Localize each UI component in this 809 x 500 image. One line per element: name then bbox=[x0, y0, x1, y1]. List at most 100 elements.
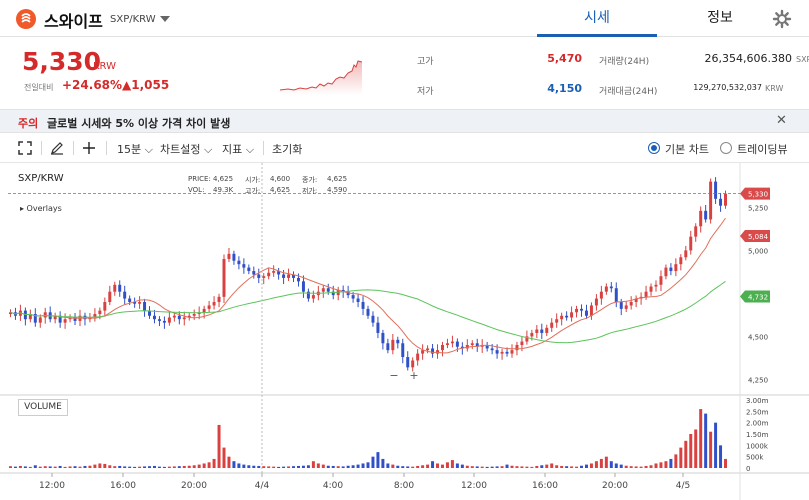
candle-body bbox=[604, 286, 608, 292]
coin-select-caret-icon[interactable] bbox=[160, 16, 170, 22]
candle-body bbox=[386, 343, 390, 351]
price-chart[interactable]: 5,2505,0004,7504,5004,2503.00m2.50m2.00m… bbox=[0, 163, 809, 500]
candle-body bbox=[98, 310, 102, 315]
candle-body bbox=[128, 298, 132, 302]
candle-body bbox=[227, 253, 231, 259]
fullscreen-icon[interactable] bbox=[18, 141, 32, 155]
volume-bar bbox=[162, 466, 166, 468]
candle-body bbox=[212, 302, 216, 306]
zoom-out-button[interactable]: − bbox=[389, 369, 399, 382]
chart-settings-label: 차트설정 bbox=[160, 143, 201, 156]
tab-quote[interactable]: 시세 bbox=[537, 0, 657, 37]
close-icon[interactable]: ✕ bbox=[776, 113, 787, 128]
volume-bar bbox=[316, 463, 320, 468]
candle-body bbox=[575, 308, 579, 313]
tab-info[interactable]: 정보 bbox=[707, 10, 733, 26]
candle-body bbox=[361, 302, 365, 309]
ohlc-price: 4,625 bbox=[213, 175, 234, 183]
candle-body bbox=[535, 329, 539, 333]
volume-bar bbox=[292, 466, 296, 468]
candle-body bbox=[152, 315, 156, 320]
volume-bar bbox=[18, 465, 22, 468]
volume-bar bbox=[421, 465, 425, 468]
crosshair-icon[interactable] bbox=[82, 141, 96, 155]
indicators-select[interactable]: 지표 ⌵ bbox=[222, 143, 255, 156]
candle-body bbox=[505, 351, 509, 354]
candle-body bbox=[545, 327, 549, 333]
candle-body bbox=[629, 302, 633, 306]
volume-bar bbox=[301, 465, 305, 468]
basic-chart-radio[interactable] bbox=[648, 142, 660, 154]
candle-body bbox=[431, 348, 435, 354]
candle-body bbox=[689, 236, 693, 251]
low-value: 4,150 bbox=[547, 82, 582, 95]
volume-bar bbox=[654, 463, 658, 468]
price-sparkline bbox=[280, 60, 362, 95]
volume-bar bbox=[540, 465, 544, 468]
current-price: 5,330 bbox=[22, 47, 102, 76]
volume-bar bbox=[63, 466, 67, 468]
volume-bar bbox=[212, 458, 216, 468]
volume-bar bbox=[123, 466, 127, 468]
candle-body bbox=[719, 198, 723, 206]
volume-bar bbox=[580, 465, 584, 468]
candle-body bbox=[282, 274, 286, 278]
candle-body bbox=[614, 288, 618, 302]
volume-bar bbox=[699, 409, 703, 468]
time-axis-label: 20:00 bbox=[602, 481, 628, 491]
candle-body bbox=[162, 320, 166, 323]
toolbar-divider bbox=[41, 141, 42, 155]
price-axis-label: 5,000 bbox=[748, 247, 768, 255]
volume-bar bbox=[684, 440, 688, 468]
volume-bar bbox=[490, 466, 494, 468]
volume-bar bbox=[222, 447, 226, 468]
chart-toolbar: 15분 ⌵ 차트설정 ⌵ 지표 ⌵ 초기화 기본 차트 트레이딩뷰 bbox=[0, 133, 809, 163]
volume-bar bbox=[659, 462, 663, 468]
notice-text: 글로벌 시세와 5% 이상 가격 차이 발생 bbox=[47, 117, 231, 130]
candle-body bbox=[222, 259, 226, 297]
volume-bar bbox=[13, 466, 17, 468]
volume-bar bbox=[311, 461, 315, 468]
basic-chart-label[interactable]: 기본 차트 bbox=[665, 143, 709, 156]
zoom-in-button[interactable]: + bbox=[409, 369, 419, 382]
tradingview-radio[interactable] bbox=[720, 142, 732, 154]
chart-settings-select[interactable]: 차트설정 ⌵ bbox=[160, 143, 213, 156]
volume-bar bbox=[361, 463, 365, 468]
tradingview-label[interactable]: 트레이딩뷰 bbox=[737, 143, 788, 156]
pencil-icon[interactable] bbox=[50, 141, 64, 155]
volume-bar bbox=[450, 460, 454, 468]
price-axis-label: 4,500 bbox=[748, 333, 768, 341]
volume-bar bbox=[98, 463, 102, 468]
volume-bar bbox=[257, 465, 261, 468]
candle-body bbox=[426, 348, 430, 351]
volume-bar bbox=[38, 466, 42, 468]
volume-bar bbox=[465, 465, 469, 468]
overlays-toggle[interactable]: ▸ Overlays bbox=[20, 204, 62, 213]
gear-icon[interactable] bbox=[772, 9, 792, 29]
volume-bar bbox=[555, 465, 559, 468]
candle-body bbox=[500, 351, 504, 354]
volume-bar bbox=[177, 466, 181, 468]
candle-body bbox=[277, 271, 281, 275]
candle-body bbox=[118, 284, 122, 292]
header-bar: 스와이프 SXP/KRW 시세 정보 bbox=[0, 0, 809, 37]
volume-bar bbox=[560, 465, 564, 468]
volume-bar bbox=[500, 466, 504, 468]
ohlc-low-label: 저가: bbox=[302, 187, 318, 195]
ma-long-tag: 4,732 bbox=[748, 293, 768, 301]
ohlc-open: 4,600 bbox=[270, 175, 291, 183]
reset-button[interactable]: 초기화 bbox=[272, 143, 303, 156]
amount-label: 거래대금(24H) bbox=[599, 87, 658, 97]
candle-body bbox=[187, 315, 191, 318]
volume-bar bbox=[624, 465, 628, 468]
volume-axis-label: 2.50m bbox=[746, 408, 769, 416]
interval-select[interactable]: 15분 ⌵ bbox=[117, 143, 153, 156]
candle-body bbox=[644, 291, 648, 297]
volume-bar bbox=[197, 464, 201, 468]
ohlc-close-label: 종가: bbox=[302, 176, 318, 184]
volume-bar bbox=[614, 463, 618, 468]
coin-pair: SXP/KRW bbox=[110, 14, 156, 25]
volume-bar bbox=[148, 466, 152, 468]
candle-body bbox=[475, 343, 479, 347]
volume-bar bbox=[495, 466, 499, 468]
